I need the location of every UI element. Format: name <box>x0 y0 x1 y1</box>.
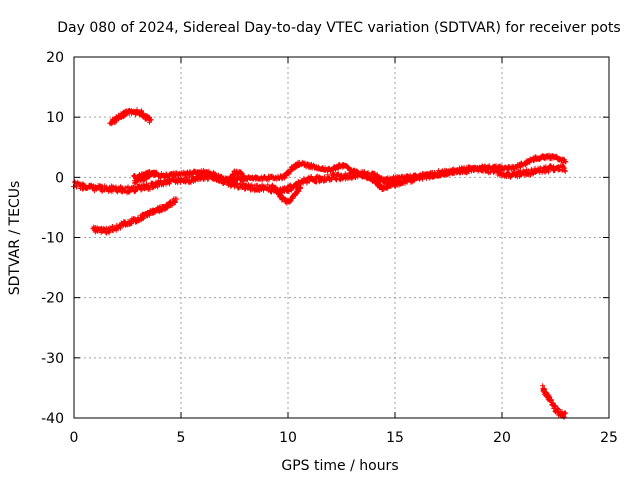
series-dip-10-markers <box>270 182 303 206</box>
series-arch-10-markers <box>107 107 154 127</box>
x-tick-label: 20 <box>493 430 511 446</box>
y-tick-label: 0 <box>55 170 64 186</box>
series-spike-7.5 <box>227 168 250 185</box>
x-tick-label: 25 <box>600 430 618 446</box>
y-tick-label: -20 <box>41 291 64 307</box>
x-tick-labels: 0 5 10 15 20 25 <box>70 430 618 446</box>
series-diag-up-markers <box>132 169 160 186</box>
grid-lines <box>74 57 609 418</box>
x-tick-label: 15 <box>386 430 404 446</box>
series-diag-up <box>132 169 160 186</box>
y-tick-label: -10 <box>41 231 64 247</box>
y-axis-label: SDTVAR / TECUs <box>7 181 23 296</box>
series-spike-7.5-markers <box>227 168 250 185</box>
y-tick-label: -40 <box>41 411 64 427</box>
chart-title: Day 080 of 2024, Sidereal Day-to-day VTE… <box>57 20 620 36</box>
x-tick-label: 0 <box>70 430 79 446</box>
series-tail-22-markers <box>540 383 569 420</box>
series-tail-22 <box>540 383 569 420</box>
x-axis-label: GPS time / hours <box>281 458 398 474</box>
y-tick-label: 20 <box>46 50 64 66</box>
y-tick-label: -30 <box>41 351 64 367</box>
series-diag-low-markers <box>90 196 180 236</box>
y-tick-label: 10 <box>46 110 64 126</box>
series-arch-10 <box>107 107 154 127</box>
x-tick-label: 10 <box>279 430 297 446</box>
series-dip-14 <box>371 177 404 192</box>
series-dip-10 <box>270 182 303 206</box>
x-tick-label: 5 <box>177 430 186 446</box>
y-tick-labels: -40 -30 -20 -10 0 10 20 <box>41 50 64 427</box>
tick-marks <box>73 56 610 419</box>
series-dip-14-markers <box>371 177 404 192</box>
series-diag-low <box>90 196 180 236</box>
series-layer <box>71 107 569 420</box>
